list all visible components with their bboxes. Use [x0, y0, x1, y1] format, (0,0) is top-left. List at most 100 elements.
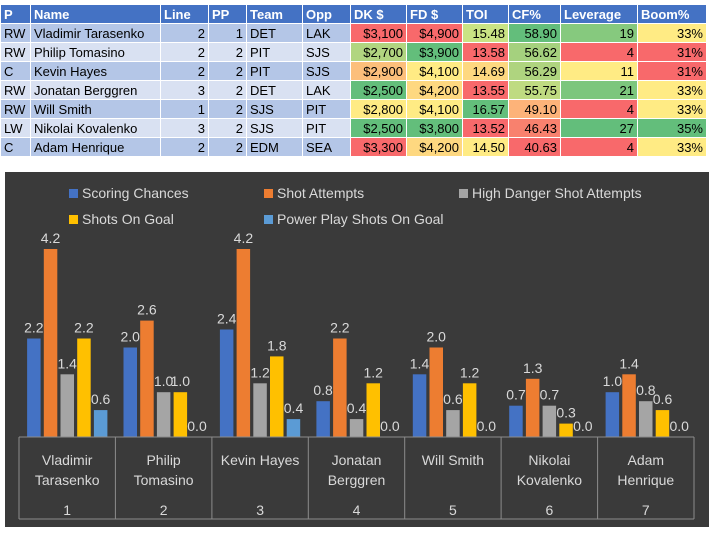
- cell-team[interactable]: SJS: [246, 99, 303, 119]
- cell-dk-salary[interactable]: $2,800: [350, 99, 407, 119]
- cell-boom-pct[interactable]: 33%: [637, 99, 707, 119]
- cell-dk-salary[interactable]: $3,300: [350, 137, 407, 157]
- header-leverage[interactable]: Leverage: [560, 4, 638, 24]
- cell-line[interactable]: 3: [160, 118, 209, 138]
- cell-name[interactable]: Jonatan Berggren: [30, 80, 161, 100]
- header-fd-salary[interactable]: FD $: [406, 4, 463, 24]
- cell-leverage[interactable]: 4: [560, 137, 638, 157]
- cell-cf-pct[interactable]: 58.90: [508, 23, 561, 43]
- cell-toi[interactable]: 15.48: [462, 23, 509, 43]
- cell-name[interactable]: Vladimir Tarasenko: [30, 23, 161, 43]
- cell-fd-salary[interactable]: $4,200: [406, 137, 463, 157]
- cell-position[interactable]: C: [0, 61, 31, 81]
- cell-pp[interactable]: 2: [208, 80, 247, 100]
- cell-boom-pct[interactable]: 33%: [637, 23, 707, 43]
- bar: [173, 392, 188, 437]
- cell-leverage[interactable]: 4: [560, 42, 638, 62]
- cell-pp[interactable]: 2: [208, 118, 247, 138]
- cell-name[interactable]: Kevin Hayes: [30, 61, 161, 81]
- cell-fd-salary[interactable]: $4,900: [406, 23, 463, 43]
- cell-cf-pct[interactable]: 56.29: [508, 61, 561, 81]
- cell-boom-pct[interactable]: 33%: [637, 137, 707, 157]
- cell-pp[interactable]: 2: [208, 137, 247, 157]
- header-toi[interactable]: TOI: [462, 4, 509, 24]
- header-name[interactable]: Name: [30, 4, 161, 24]
- cell-cf-pct[interactable]: 49.10: [508, 99, 561, 119]
- header-position[interactable]: P: [0, 4, 31, 24]
- cell-fd-salary[interactable]: $4,100: [406, 99, 463, 119]
- cell-pp[interactable]: 1: [208, 23, 247, 43]
- cell-dk-salary[interactable]: $2,500: [350, 118, 407, 138]
- cell-line[interactable]: 2: [160, 42, 209, 62]
- cell-position[interactable]: RW: [0, 42, 31, 62]
- cell-name[interactable]: Adam Henrique: [30, 137, 161, 157]
- cell-toi[interactable]: 13.58: [462, 42, 509, 62]
- cell-cf-pct[interactable]: 46.43: [508, 118, 561, 138]
- cell-leverage[interactable]: 27: [560, 118, 638, 138]
- cell-leverage[interactable]: 11: [560, 61, 638, 81]
- cell-leverage[interactable]: 21: [560, 80, 638, 100]
- cell-toi[interactable]: 13.55: [462, 80, 509, 100]
- legend-swatch: [264, 189, 273, 198]
- cell-dk-salary[interactable]: $3,100: [350, 23, 407, 43]
- cell-team[interactable]: PIT: [246, 61, 303, 81]
- cell-position[interactable]: RW: [0, 99, 31, 119]
- cell-boom-pct[interactable]: 35%: [637, 118, 707, 138]
- cell-line[interactable]: 1: [160, 99, 209, 119]
- cell-opp[interactable]: PIT: [302, 118, 351, 138]
- cell-toi[interactable]: 13.52: [462, 118, 509, 138]
- cell-team[interactable]: DET: [246, 80, 303, 100]
- cell-opp[interactable]: SJS: [302, 61, 351, 81]
- cell-fd-salary[interactable]: $3,900: [406, 42, 463, 62]
- header-opp[interactable]: Opp: [302, 4, 351, 24]
- cell-opp[interactable]: SJS: [302, 42, 351, 62]
- cell-leverage[interactable]: 4: [560, 99, 638, 119]
- header-dk-salary[interactable]: DK $: [350, 4, 407, 24]
- cell-name[interactable]: Philip Tomasino: [30, 42, 161, 62]
- cell-opp[interactable]: LAK: [302, 80, 351, 100]
- cell-position[interactable]: RW: [0, 23, 31, 43]
- cell-pp[interactable]: 2: [208, 42, 247, 62]
- cell-toi[interactable]: 16.57: [462, 99, 509, 119]
- cell-team[interactable]: DET: [246, 23, 303, 43]
- cell-line[interactable]: 3: [160, 80, 209, 100]
- cell-line[interactable]: 2: [160, 23, 209, 43]
- header-cf-pct[interactable]: CF%: [508, 4, 561, 24]
- bar: [270, 356, 284, 437]
- cell-fd-salary[interactable]: $4,200: [406, 80, 463, 100]
- cell-cf-pct[interactable]: 56.62: [508, 42, 561, 62]
- header-boom-pct[interactable]: Boom%: [637, 4, 707, 24]
- cell-team[interactable]: PIT: [246, 42, 303, 62]
- cell-line[interactable]: 2: [160, 61, 209, 81]
- cell-toi[interactable]: 14.69: [462, 61, 509, 81]
- cell-fd-salary[interactable]: $3,800: [406, 118, 463, 138]
- cell-toi[interactable]: 14.50: [462, 137, 509, 157]
- cell-position[interactable]: RW: [0, 80, 31, 100]
- category-label: Adam: [628, 452, 665, 468]
- cell-boom-pct[interactable]: 31%: [637, 61, 707, 81]
- cell-name[interactable]: Nikolai Kovalenko: [30, 118, 161, 138]
- cell-team[interactable]: SJS: [246, 118, 303, 138]
- cell-leverage[interactable]: 19: [560, 23, 638, 43]
- cell-dk-salary[interactable]: $2,700: [350, 42, 407, 62]
- cell-opp[interactable]: PIT: [302, 99, 351, 119]
- cell-name[interactable]: Will Smith: [30, 99, 161, 119]
- cell-position[interactable]: C: [0, 137, 31, 157]
- header-team[interactable]: Team: [246, 4, 303, 24]
- cell-line[interactable]: 2: [160, 137, 209, 157]
- cell-fd-salary[interactable]: $4,100: [406, 61, 463, 81]
- cell-boom-pct[interactable]: 33%: [637, 80, 707, 100]
- cell-opp[interactable]: LAK: [302, 23, 351, 43]
- cell-cf-pct[interactable]: 55.75: [508, 80, 561, 100]
- cell-dk-salary[interactable]: $2,500: [350, 80, 407, 100]
- cell-boom-pct[interactable]: 31%: [637, 42, 707, 62]
- cell-dk-salary[interactable]: $2,900: [350, 61, 407, 81]
- cell-cf-pct[interactable]: 40.63: [508, 137, 561, 157]
- cell-pp[interactable]: 2: [208, 99, 247, 119]
- cell-team[interactable]: EDM: [246, 137, 303, 157]
- cell-position[interactable]: LW: [0, 118, 31, 138]
- cell-pp[interactable]: 2: [208, 61, 247, 81]
- cell-opp[interactable]: SEA: [302, 137, 351, 157]
- header-line[interactable]: Line: [160, 4, 209, 24]
- header-pp[interactable]: PP: [208, 4, 247, 24]
